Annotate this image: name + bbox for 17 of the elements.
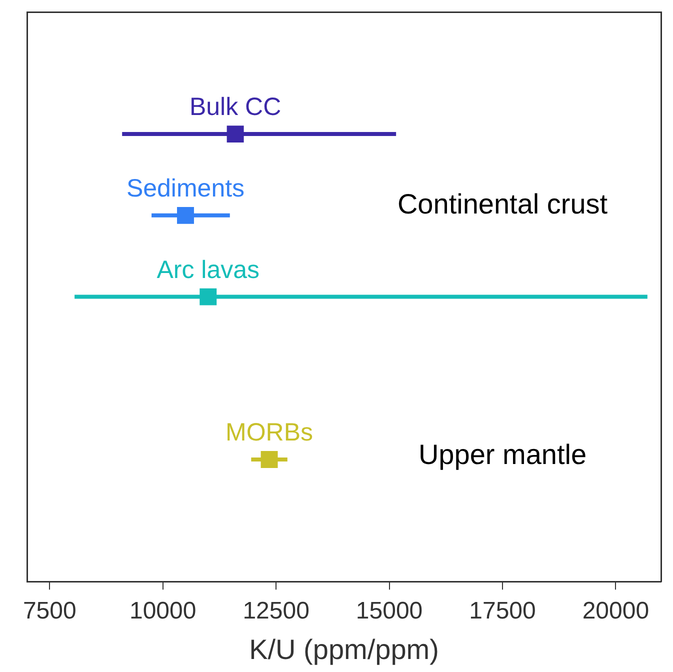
point [177, 206, 194, 224]
x-tick-label: 20000 [582, 598, 650, 625]
annotation: Continental crust [397, 188, 608, 220]
point [260, 451, 278, 468]
series-label: Arc lavas [156, 256, 260, 284]
x-tick-label: 17500 [469, 598, 536, 625]
x-tick-label: 10000 [129, 598, 196, 625]
series-label: Sediments [126, 174, 245, 202]
annotation: Upper mantle [418, 439, 587, 470]
x-tick-label: 15000 [356, 598, 423, 625]
point [226, 126, 244, 143]
point [200, 288, 217, 306]
series-label: Bulk CC [189, 93, 282, 122]
x-tick-label: 12500 [242, 598, 310, 625]
x-axis-title: K/U (ppm/ppm) [249, 634, 439, 665]
series-label: MORBs [226, 418, 314, 447]
x-tick-label: 7500 [22, 598, 76, 625]
